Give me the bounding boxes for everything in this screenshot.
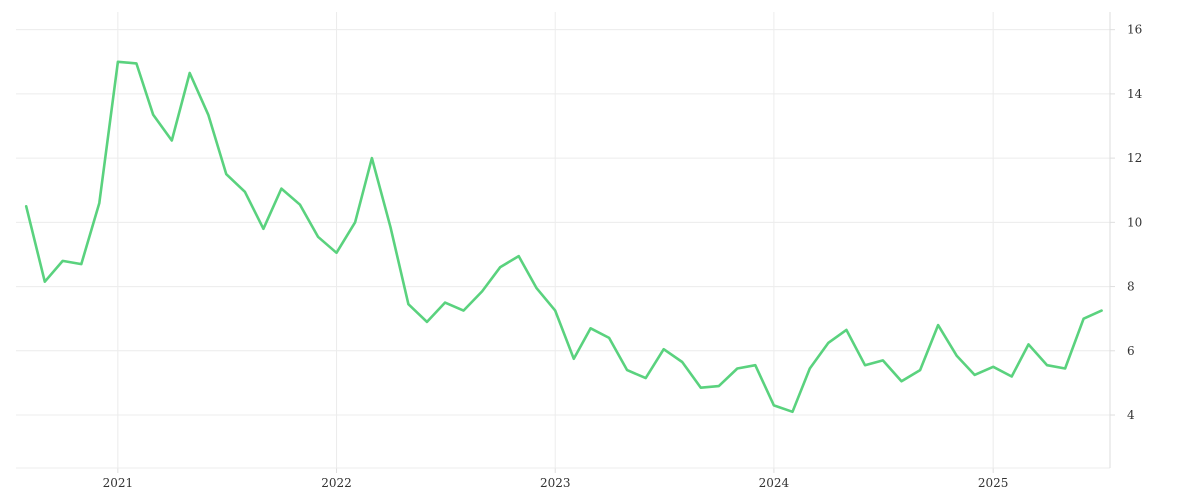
axes [16,12,1115,473]
series-line [24,60,1103,414]
x-tick-label: 2023 [540,476,571,490]
y-tick-label: 6 [1127,344,1135,358]
y-tick-label: 8 [1127,280,1135,294]
x-tick-label: 2022 [321,476,352,490]
grid [16,12,1110,468]
x-tick-label: 2024 [759,476,790,490]
x-tick-label: 2021 [103,476,134,490]
series-layer [24,60,1103,414]
x-tick-label: 2025 [978,476,1009,490]
y-tick-label: 14 [1127,87,1143,101]
y-tick-label: 16 [1127,23,1142,37]
y-tick-label: 12 [1127,151,1142,165]
tick-labels: 4 6 8 10 12 14 16 2021 2022 2023 2024 2025 [103,23,1143,490]
y-tick-label: 10 [1127,215,1142,229]
y-tick-label: 4 [1127,408,1135,422]
